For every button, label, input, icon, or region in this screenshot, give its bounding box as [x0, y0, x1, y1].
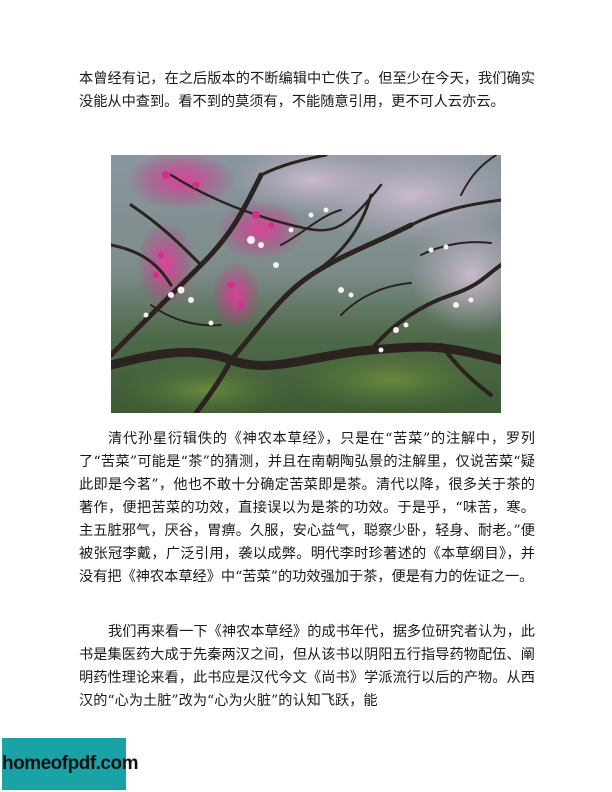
homeofpdf-watermark[interactable]: homeofpdf.com: [2, 738, 139, 790]
paragraph-shennong-bencao: 清代孙星衍辑佚的《神农本草经》，只是在“苦菜”的注解中，罗列了“苦菜”可能是“茶…: [79, 431, 535, 585]
paragraph-dating: 我们再来看一下《神农本草经》的成书年代，据多位研究者认为，此书是集医药大成于先秦…: [79, 624, 535, 709]
paragraph-top: 本曾经有记，在之后版本的不断编辑中亡佚了。但至少在今天，我们确实没能从中查到。看…: [79, 71, 535, 110]
plum-blossom-photo: [111, 155, 501, 413]
